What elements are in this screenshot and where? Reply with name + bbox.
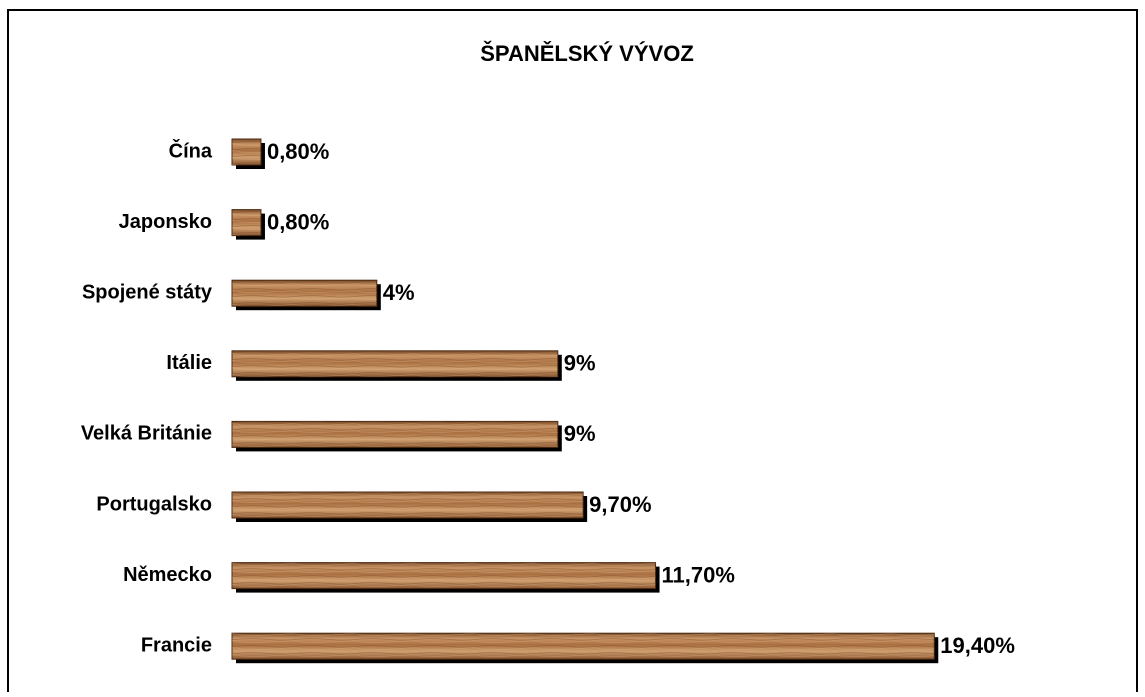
value-label: 9% [564,421,596,446]
bar-grain [232,280,377,307]
bar-grain [232,209,261,236]
value-label: 9,70% [589,492,651,517]
value-label: 9% [564,351,596,376]
value-label: 0,80% [267,139,329,164]
category-label: Čína [169,138,213,162]
bar-grain [232,139,261,165]
bar-grain [232,492,584,518]
category-label: Portugalsko [96,493,212,515]
value-label: 11,70% [662,562,735,587]
bar-grain [232,562,656,589]
category-label: Itálie [166,352,212,374]
category-label: Francie [141,634,212,656]
value-label: 0,80% [267,209,329,234]
bar-grain [232,350,558,377]
category-label: Japonsko [119,211,212,233]
bar-grain [232,421,558,448]
value-label: 19,40% [940,633,1015,658]
category-label: Velká Británie [81,423,212,445]
value-label: 4% [383,280,415,305]
category-label: Německo [123,564,212,586]
bar-grain [232,633,935,660]
chart-title: ŠPANĚLSKÝ VÝVOZ [480,41,694,66]
category-label: Spojené státy [82,281,213,303]
